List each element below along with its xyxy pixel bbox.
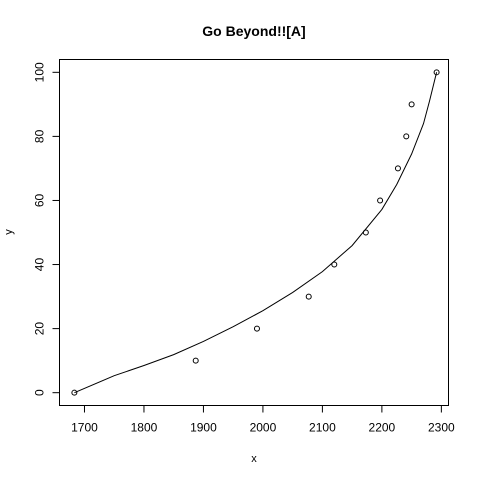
- data-point: [377, 197, 384, 204]
- plot-frame: [59, 59, 449, 406]
- y-axis: 0 20 40 60 80 100: [33, 62, 60, 396]
- data-point: [192, 357, 199, 364]
- data-point: [394, 165, 401, 172]
- x-tick-label: 1700: [71, 421, 98, 435]
- data-point: [362, 229, 369, 236]
- data-point: [408, 101, 415, 108]
- x-tick-label: 2000: [250, 421, 277, 435]
- x-tick-label: 2100: [309, 421, 336, 435]
- fit-curve-line: [74, 72, 438, 394]
- x-axis: 1700 1800 1900 2000 2100 2200 2300: [71, 405, 455, 435]
- data-point: [433, 69, 440, 76]
- y-tick-label: 20: [33, 322, 47, 336]
- y-tick-label: 0: [33, 389, 47, 396]
- chart-title: Go Beyond!![A]: [202, 23, 305, 39]
- y-tick-label: 100: [33, 62, 47, 82]
- x-axis-title: x: [251, 453, 257, 465]
- y-axis-title: y: [3, 229, 15, 235]
- data-point: [253, 325, 260, 332]
- x-tick-label: 2200: [369, 421, 396, 435]
- x-tick-label: 1800: [131, 421, 158, 435]
- data-point: [331, 261, 338, 268]
- x-tick-label: 2300: [428, 421, 455, 435]
- data-point: [71, 389, 78, 396]
- fit-curve-layer: [74, 72, 438, 394]
- x-tick-label: 1900: [190, 421, 217, 435]
- data-points-layer: [71, 69, 440, 396]
- data-point: [403, 133, 410, 140]
- data-point: [305, 293, 312, 300]
- y-tick-label: 60: [33, 193, 47, 207]
- y-tick-label: 40: [33, 258, 47, 272]
- y-tick-label: 80: [33, 129, 47, 143]
